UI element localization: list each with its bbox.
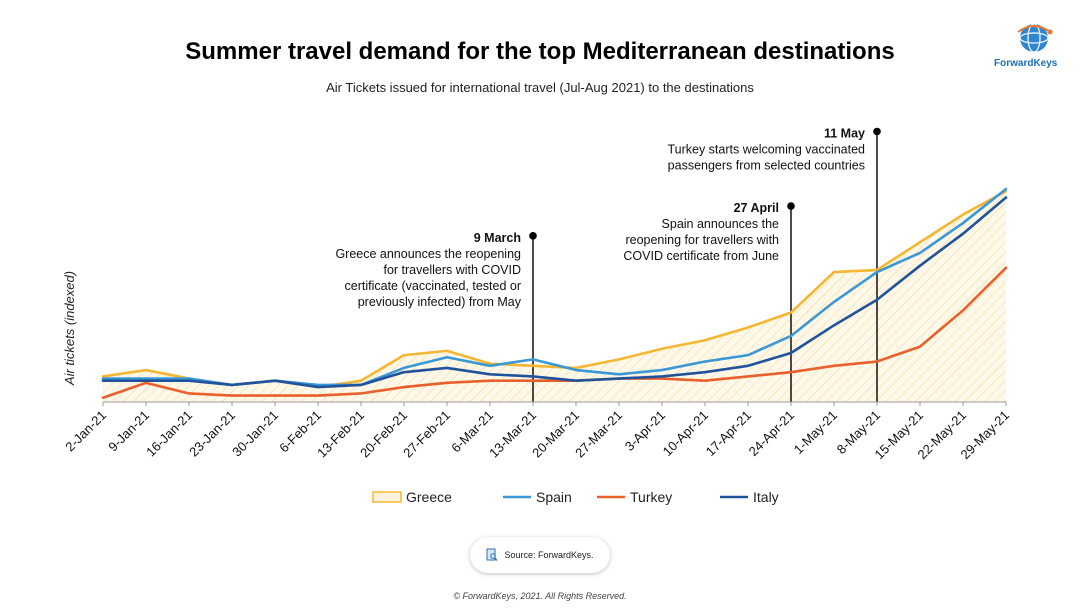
series-line-italy bbox=[101, 196, 1008, 389]
annotation-text-9-march: for travellers with COVID bbox=[383, 263, 521, 277]
annotation-text-9-march: certificate (vaccinated, tested or bbox=[345, 279, 521, 293]
annotation-dot-27-april bbox=[787, 202, 795, 210]
legend-label-italy: Italy bbox=[753, 489, 779, 505]
x-tick-label: 24-Apr-21 bbox=[746, 408, 797, 459]
y-axis-label: Air tickets (indexed) bbox=[62, 271, 77, 386]
legend-swatch-greece bbox=[372, 491, 402, 503]
annotation-title-9-march: 9 March bbox=[474, 231, 521, 245]
annotation-title-11-may: 11 May bbox=[824, 126, 865, 140]
legend-label-greece: Greece bbox=[406, 489, 452, 505]
x-tick-label: 2-Jan-21 bbox=[62, 408, 109, 455]
annotation-text-9-march: previously infected) from May bbox=[358, 295, 522, 309]
annotation-text-27-april: reopening for travellers with bbox=[625, 233, 779, 247]
greece-area-hatch bbox=[103, 191, 1006, 402]
x-tick-label: 27-Mar-21 bbox=[572, 408, 625, 461]
annotation-text-9-march: Greece announces the reopening bbox=[335, 247, 521, 261]
forwardkeys-logo-text: ForwardKeys bbox=[994, 58, 1058, 69]
chart-subtitle: Air Tickets issued for international tra… bbox=[326, 80, 754, 95]
x-tick-label: 1-May-21 bbox=[791, 408, 840, 457]
annotation-title-27-april: 27 April bbox=[734, 201, 779, 215]
annotation-text-27-april: COVID certificate from June bbox=[623, 249, 779, 263]
legend-label-turkey: Turkey bbox=[630, 489, 672, 505]
annotation-dot-11-may bbox=[873, 127, 881, 136]
source-badge: Source: ForwardKeys. bbox=[470, 537, 610, 573]
annotation-text-11-may: passengers from selected countries bbox=[668, 158, 865, 172]
x-tick-label: 16-Jan-21 bbox=[143, 408, 195, 460]
source-document-icon bbox=[486, 548, 498, 561]
x-tick-label: 23-Jan-21 bbox=[186, 408, 238, 460]
x-tick-label: 10-Apr-21 bbox=[660, 408, 711, 459]
annotation-dot-9-march bbox=[529, 232, 537, 240]
annotation-text-11-may: Turkey starts welcoming vaccinated bbox=[667, 142, 865, 156]
legend-label-spain: Spain bbox=[536, 489, 572, 505]
x-tick-label: 17-Apr-21 bbox=[703, 408, 754, 459]
source-label: Source: ForwardKeys. bbox=[504, 550, 594, 560]
series-line-turkey bbox=[101, 266, 1008, 400]
chart-title: Summer travel demand for the top Mediter… bbox=[185, 38, 895, 65]
copyright-footer: © ForwardKeys, 2021. All Rights Reserved… bbox=[453, 591, 627, 601]
annotation-text-27-april: Spain announces the bbox=[662, 217, 780, 231]
x-tick-label: 30-Jan-21 bbox=[229, 408, 281, 460]
forwardkeys-globe-icon bbox=[1017, 23, 1053, 53]
x-tick-label: 27-Feb-21 bbox=[400, 408, 453, 461]
